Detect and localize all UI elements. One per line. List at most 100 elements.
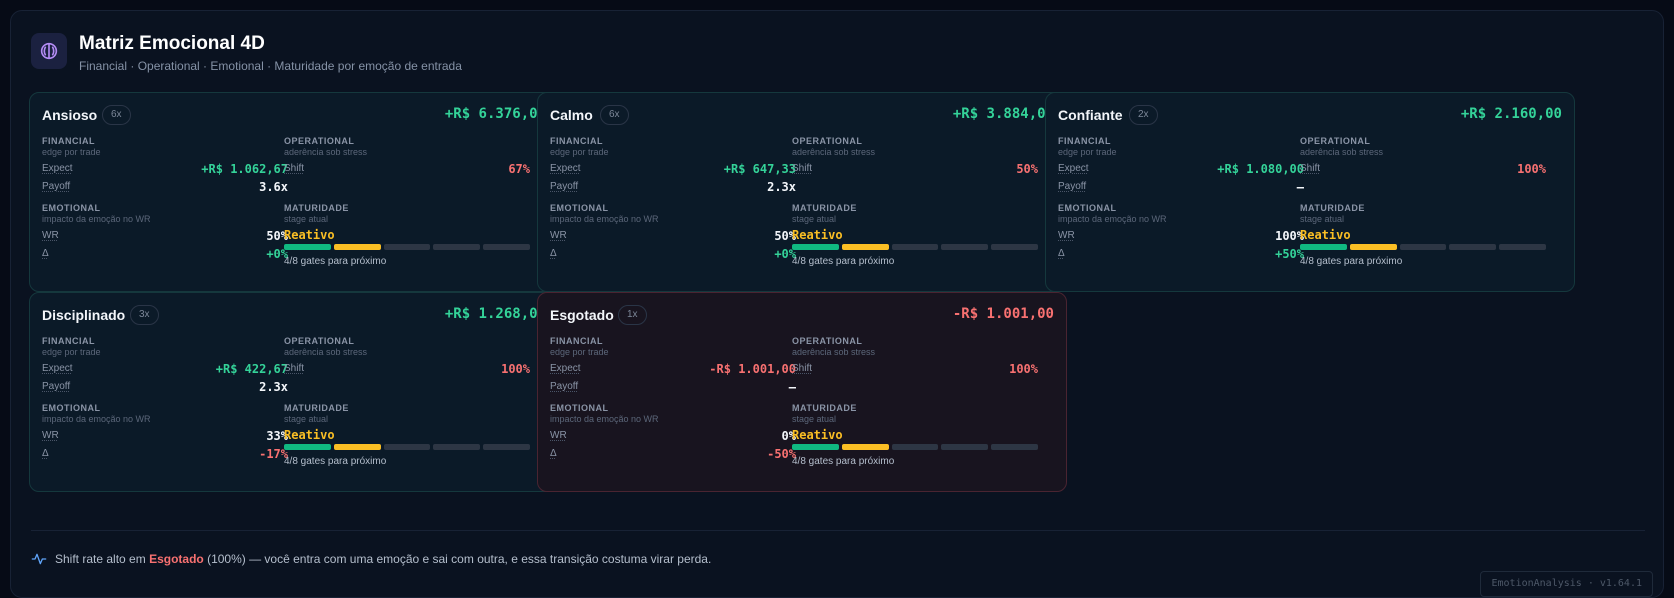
gate-segment [792,244,839,250]
delta-label: Δ [42,248,49,259]
gate-segment [284,444,331,450]
emotional-title: EMOTIONAL [42,403,101,413]
maturity-body: Reativo 4/8 gates para próximo [284,428,530,478]
gates-text: 4/8 gates para próximo [1300,256,1403,267]
operational-subtitle: aderência sob stress [792,147,876,157]
wr-value: 50% [266,229,288,243]
expect-row: Expect -R$ 1.001,00 [550,362,796,377]
total-pnl: +R$ 3.884,00 [952,106,1054,122]
delta-label: Δ [1058,248,1065,259]
shift-row: Shift 100% [284,362,530,377]
gate-segment [383,244,431,250]
maturity-title: MATURIDADE [792,203,857,213]
gate-segment [433,444,481,450]
emotion-card-disciplinado: Disciplinado 3x +R$ 1.268,00 FINANCIAL e… [29,292,559,492]
financial-rows: Expect +R$ 422,67 Payoff 2.3x [42,362,288,403]
gate-segment [891,444,939,450]
gates-progress-bar [284,444,530,450]
financial-rows: Expect -R$ 1.001,00 Payoff — [550,362,796,403]
delta-value: -50% [767,447,796,461]
expect-row: Expect +R$ 1.080,00 [1058,162,1304,177]
expect-label: Expect [550,363,581,374]
gate-segment [941,244,989,250]
operational-subtitle: aderência sob stress [284,147,368,157]
emotional-section: EMOTIONAL impacto da emoção no WR [1058,203,1304,224]
shift-label: Shift [284,163,305,174]
financial-title: FINANCIAL [42,336,95,346]
shift-label: Shift [792,363,813,374]
gates-text: 4/8 gates para próximo [792,456,895,467]
page-title: Matriz Emocional 4D [79,33,265,54]
payoff-row: Payoff — [1058,180,1304,195]
emotional-subtitle: impacto da emoção no WR [42,214,151,224]
payoff-row: Payoff 2.3x [550,180,796,195]
maturity-section: MATURIDADE stage atual [792,203,1038,224]
operational-rows: Shift 67% [284,162,530,183]
shift-value: 67% [508,162,530,176]
wr-value: 100% [1275,229,1304,243]
delta-label: Δ [42,448,49,459]
maturity-section: MATURIDADE stage atual [1300,203,1546,224]
payoff-label: Payoff [550,181,579,192]
emotion-matrix-panel: Matriz Emocional 4D Financial · Operatio… [10,10,1664,598]
emotion-name: Disciplinado [42,307,126,323]
gates-progress-bar [1300,244,1546,250]
gate-segment [1349,244,1397,250]
gate-segment [841,244,889,250]
wr-value: 33% [266,429,288,443]
maturity-body: Reativo 4/8 gates para próximo [284,228,530,278]
gate-segment [483,444,530,450]
maturity-title: MATURIDADE [284,203,349,213]
expect-label: Expect [1058,163,1089,174]
financial-subtitle: edge por trade [42,147,101,157]
maturity-body: Reativo 4/8 gates para próximo [1300,228,1546,278]
gates-text: 4/8 gates para próximo [792,256,895,267]
expect-value: +R$ 1.062,67 [201,162,288,176]
operational-section: OPERATIONAL aderência sob stress [1300,136,1546,157]
wr-row: WR 50% [550,229,796,244]
operational-subtitle: aderência sob stress [1300,147,1384,157]
payoff-row: Payoff 3.6x [42,180,288,195]
operational-section: OPERATIONAL aderência sob stress [284,336,530,357]
gate-segment [1300,244,1347,250]
stage-label: Reativo [792,428,843,442]
emotion-name: Esgotado [550,307,614,323]
wr-label: WR [550,230,567,241]
payoff-value: — [788,380,796,394]
gates-progress-bar [792,444,1038,450]
emotional-title: EMOTIONAL [550,203,609,213]
shift-value: 100% [501,362,530,376]
emotion-name: Ansioso [42,107,98,123]
gate-segment [991,244,1038,250]
emotion-card-ansioso: Ansioso 6x +R$ 6.376,00 FINANCIAL edge p… [29,92,559,292]
gate-segment [792,444,839,450]
emotional-subtitle: impacto da emoção no WR [550,414,659,424]
stage-label: Reativo [792,228,843,242]
financial-title: FINANCIAL [42,136,95,146]
insight-footer: Shift rate alto em Esgotado (100%) — voc… [31,549,711,569]
gates-progress-bar [792,244,1038,250]
payoff-label: Payoff [1058,181,1087,192]
financial-section: FINANCIAL edge por trade [550,336,796,357]
insight-suffix: (100%) — você entra com uma emoção e sai… [207,552,712,566]
total-pnl: -R$ 1.001,00 [952,306,1054,322]
gate-segment [483,244,530,250]
delta-row: Δ -50% [550,447,796,462]
emotional-section: EMOTIONAL impacto da emoção no WR [42,403,288,424]
insight-text: Shift rate alto em Esgotado (100%) — voc… [55,552,711,566]
emotional-rows: WR 50% Δ +0% [550,229,796,270]
brain-icon [31,33,67,69]
gates-progress-bar [284,244,530,250]
operational-title: OPERATIONAL [284,336,355,346]
expect-value: -R$ 1.001,00 [709,362,796,376]
stage-label: Reativo [284,228,335,242]
emotional-subtitle: impacto da emoção no WR [550,214,659,224]
emotional-title: EMOTIONAL [42,203,101,213]
gate-segment [991,444,1038,450]
emotional-title: EMOTIONAL [1058,203,1117,213]
wr-label: WR [42,430,59,441]
gate-segment [1449,244,1497,250]
delta-value: +50% [1275,247,1304,261]
version-badge: EmotionAnalysis · v1.64.1 [1480,571,1653,597]
gate-segment [1499,244,1546,250]
